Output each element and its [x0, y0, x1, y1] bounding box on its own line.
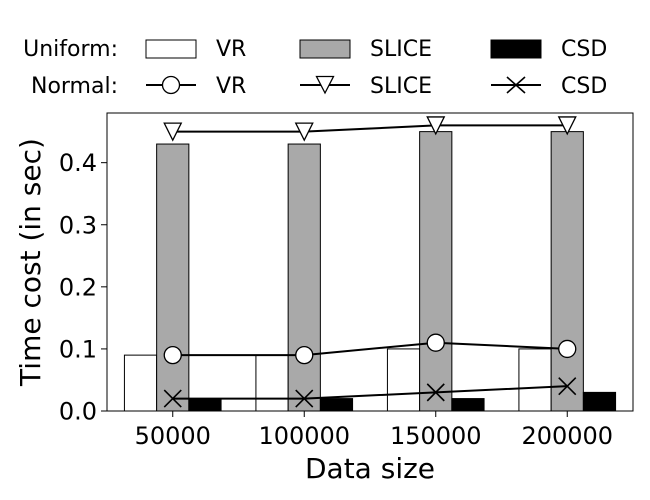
- y-tick-label: 0.1: [59, 335, 97, 363]
- bar-uniform-slice-150000: [419, 131, 453, 412]
- legend-swatch-uniform-csd: [490, 39, 542, 59]
- legend-label-normal-vr: VR: [216, 74, 246, 99]
- bar-uniform-csd-50000: [188, 398, 222, 412]
- bar-uniform-slice-100000: [287, 143, 321, 412]
- bar-uniform-csd-200000: [582, 391, 617, 412]
- marker-normal-csd-150000: [426, 383, 445, 402]
- y-tick-label: 0.0: [59, 398, 97, 426]
- bar-uniform-slice-50000: [156, 143, 190, 412]
- marker-normal-vr-100000: [295, 345, 314, 365]
- lines-layer: [172, 124, 568, 400]
- bar-uniform-vr-200000: [518, 348, 552, 412]
- marker-normal-csd-50000: [163, 389, 182, 408]
- legend-label-normal-csd: CSD: [561, 74, 607, 99]
- x-tick-label: 100000: [258, 422, 350, 450]
- legend-marker-normal-slice: [300, 75, 350, 95]
- bar-uniform-csd-100000: [319, 398, 354, 412]
- line-normal-slice: [172, 124, 568, 133]
- marker-normal-vr-50000: [163, 345, 182, 365]
- markers-layer: [163, 116, 577, 408]
- y-axis: 0.0 0.1 0.2 0.3 0.4: [59, 149, 107, 426]
- marker-normal-vr-200000: [558, 339, 577, 359]
- legend-group-label-uniform: Uniform:: [23, 37, 118, 62]
- legend-label-normal-slice: SLICE: [370, 74, 432, 99]
- marker-normal-slice-100000: [294, 122, 314, 142]
- legend-group-label-normal: Normal:: [31, 74, 118, 99]
- x-tick-label: 150000: [390, 422, 482, 450]
- legend-marker-normal-vr: [146, 75, 196, 95]
- x-tick-label: 200000: [521, 422, 613, 450]
- bar-uniform-slice-200000: [550, 131, 584, 412]
- marker-normal-slice-200000: [557, 116, 577, 136]
- line-normal-vr: [172, 341, 568, 357]
- marker-normal-slice-50000: [163, 122, 183, 142]
- bars-layer: [123, 131, 617, 412]
- y-tick-label: 0.3: [59, 211, 97, 239]
- marker-normal-vr-150000: [426, 333, 445, 352]
- bar-uniform-vr-100000: [255, 354, 289, 412]
- y-tick-label: 0.2: [59, 273, 97, 301]
- legend-label-uniform-slice: SLICE: [370, 37, 432, 62]
- plot-frame: [106, 112, 634, 412]
- x-tick-label: 50000: [135, 422, 211, 450]
- legend-swatch-uniform-slice: [299, 39, 351, 59]
- legend: Uniform: Normal: VR SLICE CSD VR SLICE C…: [23, 37, 607, 99]
- marker-normal-csd-200000: [558, 377, 577, 396]
- legend-label-uniform-vr: VR: [216, 37, 246, 62]
- x-axis: 50000 100000 150000 200000: [135, 411, 613, 450]
- bar-uniform-csd-150000: [451, 398, 485, 412]
- bar-uniform-vr-50000: [123, 354, 158, 412]
- line-normal-csd: [172, 385, 568, 400]
- x-axis-title: Data size: [305, 452, 435, 485]
- marker-normal-csd-100000: [295, 389, 314, 408]
- y-tick-label: 0.4: [59, 149, 97, 177]
- legend-marker-normal-csd: [491, 76, 541, 94]
- bar-uniform-vr-150000: [386, 348, 421, 412]
- y-axis-title: Time cost (in sec): [14, 138, 47, 387]
- legend-swatch-uniform-vr: [145, 39, 197, 59]
- marker-normal-slice-150000: [426, 116, 446, 136]
- legend-label-uniform-csd: CSD: [561, 37, 607, 62]
